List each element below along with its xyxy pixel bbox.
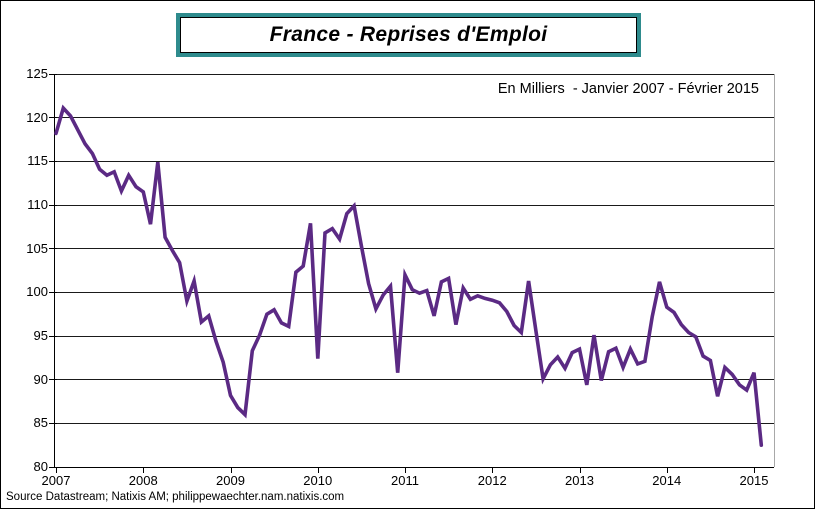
x-axis-tick [56,467,57,473]
y-gridline [54,379,774,381]
x-axis-tick [492,467,494,473]
y-axis-tick [49,466,57,468]
y-tick-label: 115 [27,153,48,169]
x-tick-label: 2015 [739,473,769,488]
y-tick-label: 100 [26,284,48,300]
y-gridline [54,335,774,337]
y-axis-tick [49,335,57,337]
x-axis-tick [579,467,581,473]
x-axis-tick [754,467,755,473]
plot-right-border [774,74,775,467]
y-tick-label: 85 [33,415,48,431]
y-axis-tick [49,379,57,381]
y-gridline [54,422,774,424]
x-tick-label: 2014 [652,473,682,488]
y-tick-label: 90 [33,371,48,387]
y-axis-tick [49,117,57,119]
y-axis-tick [49,248,57,250]
chart-title-inner: France - Reprises d'Emploi [180,17,637,53]
source-note: Source Datastream; Natixis AM; philippew… [6,491,345,503]
y-gridline [54,204,774,206]
x-tick-label: 2009 [216,473,245,488]
x-axis-tick [405,467,406,473]
y-gridline [54,160,774,162]
chart-subtitle: En Milliers - Janvier 2007 - Février 201… [497,81,759,97]
y-tick-label: 80 [33,459,48,474]
x-axis-tick [666,467,668,473]
employment-line-series [54,104,764,448]
chart-title-box: France - Reprises d'Emploi [176,13,641,57]
x-tick-label: 2011 [391,473,419,488]
y-tick-label: 125 [26,66,48,81]
x-tick-label: 2013 [565,473,594,488]
y-gridline [54,117,774,119]
y-gridline [54,73,774,75]
y-tick-label: 105 [26,240,48,256]
x-tick-label: 2010 [303,473,333,488]
x-axis-line [54,467,774,468]
x-axis-tick [317,467,319,473]
y-axis-tick [49,73,57,75]
x-tick-label: 2008 [128,473,158,488]
y-axis-line [54,74,55,467]
y-axis-tick [49,422,57,424]
chart-title: France - Reprises d'Emploi [269,23,548,46]
y-axis-tick [49,291,57,293]
x-tick-label: 2007 [41,473,71,488]
x-axis-tick [230,467,232,473]
x-axis-tick [143,467,145,473]
y-tick-label: 120 [26,109,48,125]
y-tick-label: 95 [33,328,48,343]
y-axis-tick [49,160,57,162]
y-gridline [54,248,774,250]
x-tick-label: 2012 [477,473,507,488]
y-tick-label: 110 [27,197,48,212]
y-axis-tick [49,204,57,206]
